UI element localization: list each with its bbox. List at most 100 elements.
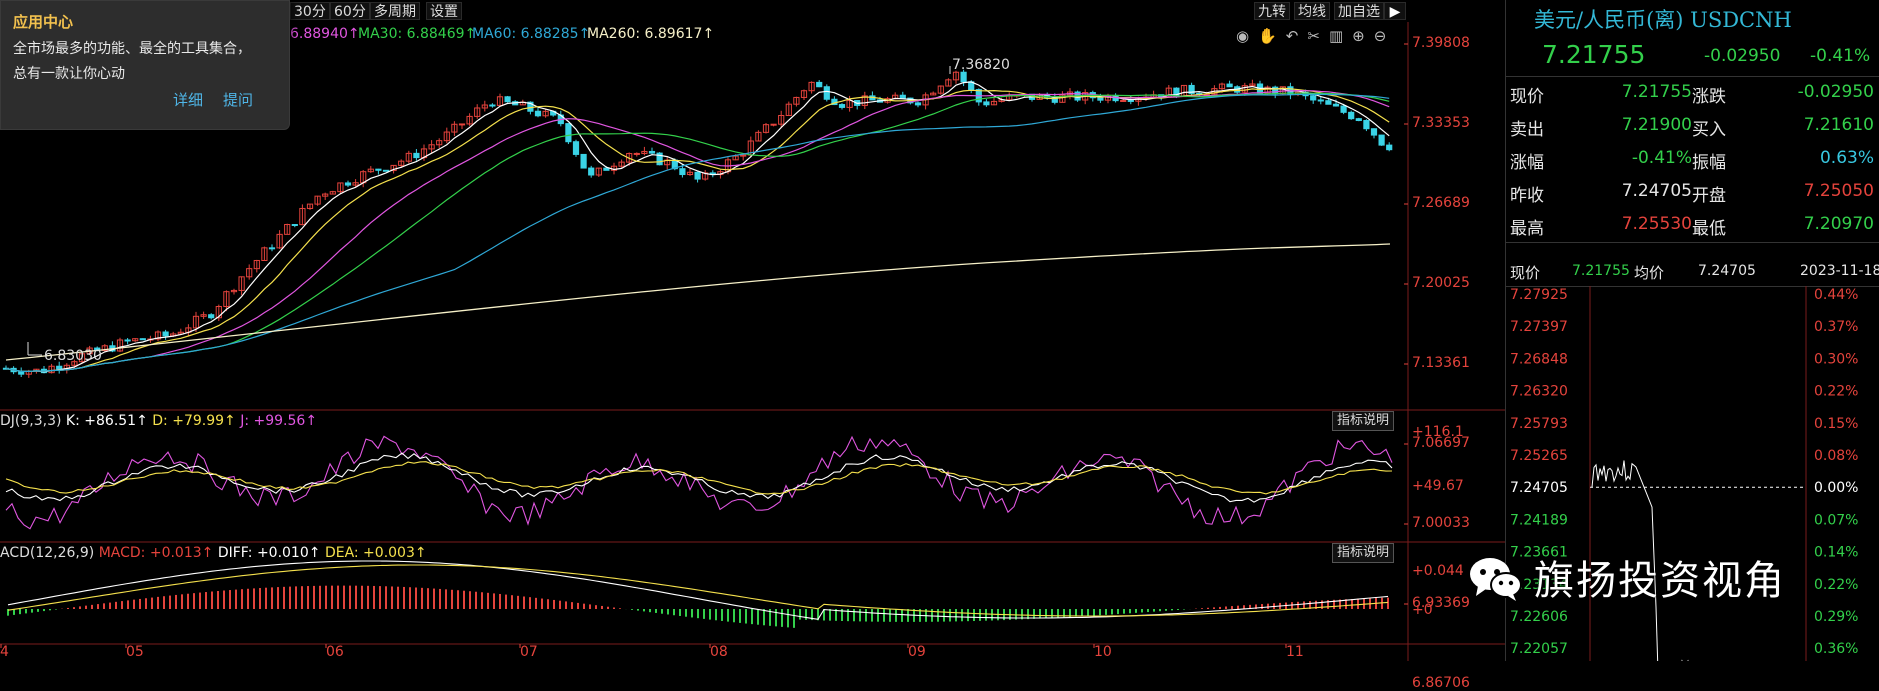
candle-body bbox=[937, 85, 944, 94]
kdj-axis-mid: +49.67 bbox=[1412, 478, 1464, 494]
kdj-explain-button[interactable]: 指标说明 bbox=[1332, 411, 1395, 431]
candle-body bbox=[268, 247, 276, 250]
candle-body bbox=[603, 167, 610, 171]
time-axis-label: 11 bbox=[1286, 644, 1304, 660]
period-60min-button[interactable]: 60分 bbox=[330, 2, 370, 20]
candle-body bbox=[56, 365, 63, 370]
candle-body bbox=[299, 207, 306, 226]
collapse-panel-icon[interactable]: ▶ bbox=[1384, 2, 1406, 20]
delete-icon[interactable]: ▥ bbox=[1328, 27, 1353, 45]
intraday-right-label: 0.37% bbox=[1814, 319, 1858, 335]
eye-icon[interactable]: ◉ bbox=[1236, 27, 1259, 45]
candle-body bbox=[1127, 99, 1134, 102]
kdj-lines bbox=[5, 435, 1393, 530]
candle-body bbox=[230, 289, 238, 293]
kline-chart-canvas[interactable] bbox=[0, 0, 1505, 661]
intraday-left-label: 7.25265 bbox=[1510, 448, 1568, 464]
price-axis-label: 7.26689 bbox=[1412, 195, 1470, 211]
candle-body bbox=[914, 102, 922, 106]
intraday-right-label: 0.15% bbox=[1814, 416, 1858, 432]
kdj-d: D: +79.99↑ bbox=[152, 413, 236, 429]
candle-body bbox=[945, 79, 952, 87]
intraday-left-label: 7.27397 bbox=[1510, 319, 1568, 335]
popup-ask-link[interactable]: 提问 bbox=[223, 91, 254, 109]
candle-body bbox=[177, 331, 184, 335]
ma-toggle-button[interactable]: 均线 bbox=[1294, 2, 1330, 20]
app-center-popup[interactable]: 应用中心 全市场最多的功能、最全的工具集合， 总有一款让你心动 详细 提问 bbox=[0, 0, 290, 130]
multi-period-button[interactable]: 多周期 bbox=[370, 2, 420, 20]
undo-icon[interactable]: ↶ bbox=[1285, 27, 1308, 45]
ma60-value: MA60: 6.88285↑ bbox=[472, 26, 591, 42]
candle-body bbox=[352, 182, 359, 186]
candle-body bbox=[405, 152, 412, 162]
intraday-left-label: 7.26320 bbox=[1510, 384, 1568, 400]
intraday-now-value: 7.21755 bbox=[1572, 263, 1630, 279]
quote-label: 最低 bbox=[1692, 219, 1726, 239]
quote-label: 涨跌 bbox=[1692, 87, 1726, 107]
candle-body bbox=[474, 107, 481, 117]
candle-body bbox=[71, 361, 78, 366]
candle-body bbox=[238, 276, 245, 291]
candle-body bbox=[770, 123, 777, 126]
intraday-left-label: 7.25793 bbox=[1510, 416, 1568, 432]
candle-body bbox=[1370, 128, 1378, 136]
macd-explain-button[interactable]: 指标说明 bbox=[1332, 543, 1395, 563]
candle-body bbox=[1340, 105, 1347, 113]
candle-body bbox=[793, 96, 800, 105]
price-axis-label: 7.13361 bbox=[1412, 355, 1470, 371]
popup-description: 全市场最多的功能、最全的工具集合， 总有一款让你心动 bbox=[13, 37, 281, 87]
ma10-line bbox=[5, 87, 1390, 372]
candle-body bbox=[329, 191, 336, 195]
add-watchlist-button[interactable]: 加自选 bbox=[1334, 2, 1384, 20]
candle-body bbox=[443, 131, 450, 142]
scissors-icon[interactable]: ✂ bbox=[1307, 27, 1329, 45]
quote-panel: 美元/人民币(离) USDCNH 7.21755 -0.02950 -0.41%… bbox=[1505, 0, 1879, 661]
price-axis-label: 6.93369 bbox=[1412, 595, 1470, 611]
kdj-axis-top: +116.1 bbox=[1412, 424, 1464, 440]
candle-body bbox=[489, 104, 496, 107]
period-30min-button[interactable]: 30分 bbox=[290, 2, 330, 20]
candle-body bbox=[823, 86, 830, 100]
popup-detail-link[interactable]: 详细 bbox=[173, 91, 204, 109]
kdj-j-line bbox=[5, 435, 1393, 530]
candle-body bbox=[778, 114, 785, 125]
zoom-in-icon[interactable]: ⊕ bbox=[1352, 27, 1374, 45]
intraday-right-label: 0.22% bbox=[1814, 577, 1858, 593]
candle-body bbox=[1120, 99, 1127, 102]
quote-label: 振幅 bbox=[1692, 153, 1726, 173]
candle-body bbox=[1241, 85, 1248, 93]
settings-button[interactable]: 设置 bbox=[426, 2, 462, 20]
instrument-name: 美元/人民币(离) USDCNH bbox=[1534, 8, 1792, 32]
candle-body bbox=[132, 338, 139, 342]
candle-body bbox=[48, 365, 55, 374]
price-axis-label: 7.33353 bbox=[1412, 115, 1470, 131]
candle-body bbox=[1348, 111, 1355, 120]
candle-body bbox=[1332, 103, 1340, 107]
intraday-left-label: 7.22606 bbox=[1510, 609, 1568, 625]
candle-body bbox=[1097, 97, 1104, 101]
candle-body bbox=[861, 95, 868, 106]
candle-body bbox=[816, 81, 823, 88]
candle-body bbox=[633, 152, 640, 155]
quote-label: 昨收 bbox=[1510, 186, 1544, 206]
candle-body bbox=[367, 168, 374, 173]
candle-body bbox=[1059, 94, 1066, 103]
time-axis-label: 4 bbox=[0, 644, 9, 660]
candle-body bbox=[192, 315, 200, 329]
intraday-right-label: 0.14% bbox=[1814, 545, 1858, 561]
candle-body bbox=[481, 104, 488, 109]
candle-body bbox=[732, 155, 739, 161]
intraday-chart[interactable]: 7.27925 0.44% 7.27397 0.37% 7.26848 0.30% 7.26… bbox=[1506, 286, 1879, 661]
candle-body bbox=[344, 182, 352, 186]
kdj-d-line bbox=[5, 461, 1393, 495]
quote-value: -0.02950 bbox=[1797, 82, 1874, 102]
zoom-out-icon[interactable]: ⊖ bbox=[1373, 27, 1396, 45]
candle-body bbox=[785, 103, 792, 116]
intraday-right-label: 0.08% bbox=[1814, 448, 1858, 464]
intraday-right-label: 0.29% bbox=[1814, 609, 1858, 625]
hand-icon[interactable]: ✋ bbox=[1258, 27, 1286, 45]
jiuzhuan-button[interactable]: 九转 bbox=[1254, 2, 1290, 20]
candle-body bbox=[78, 353, 86, 363]
candle-body bbox=[580, 153, 587, 169]
popup-title: 应用中心 bbox=[13, 13, 74, 31]
